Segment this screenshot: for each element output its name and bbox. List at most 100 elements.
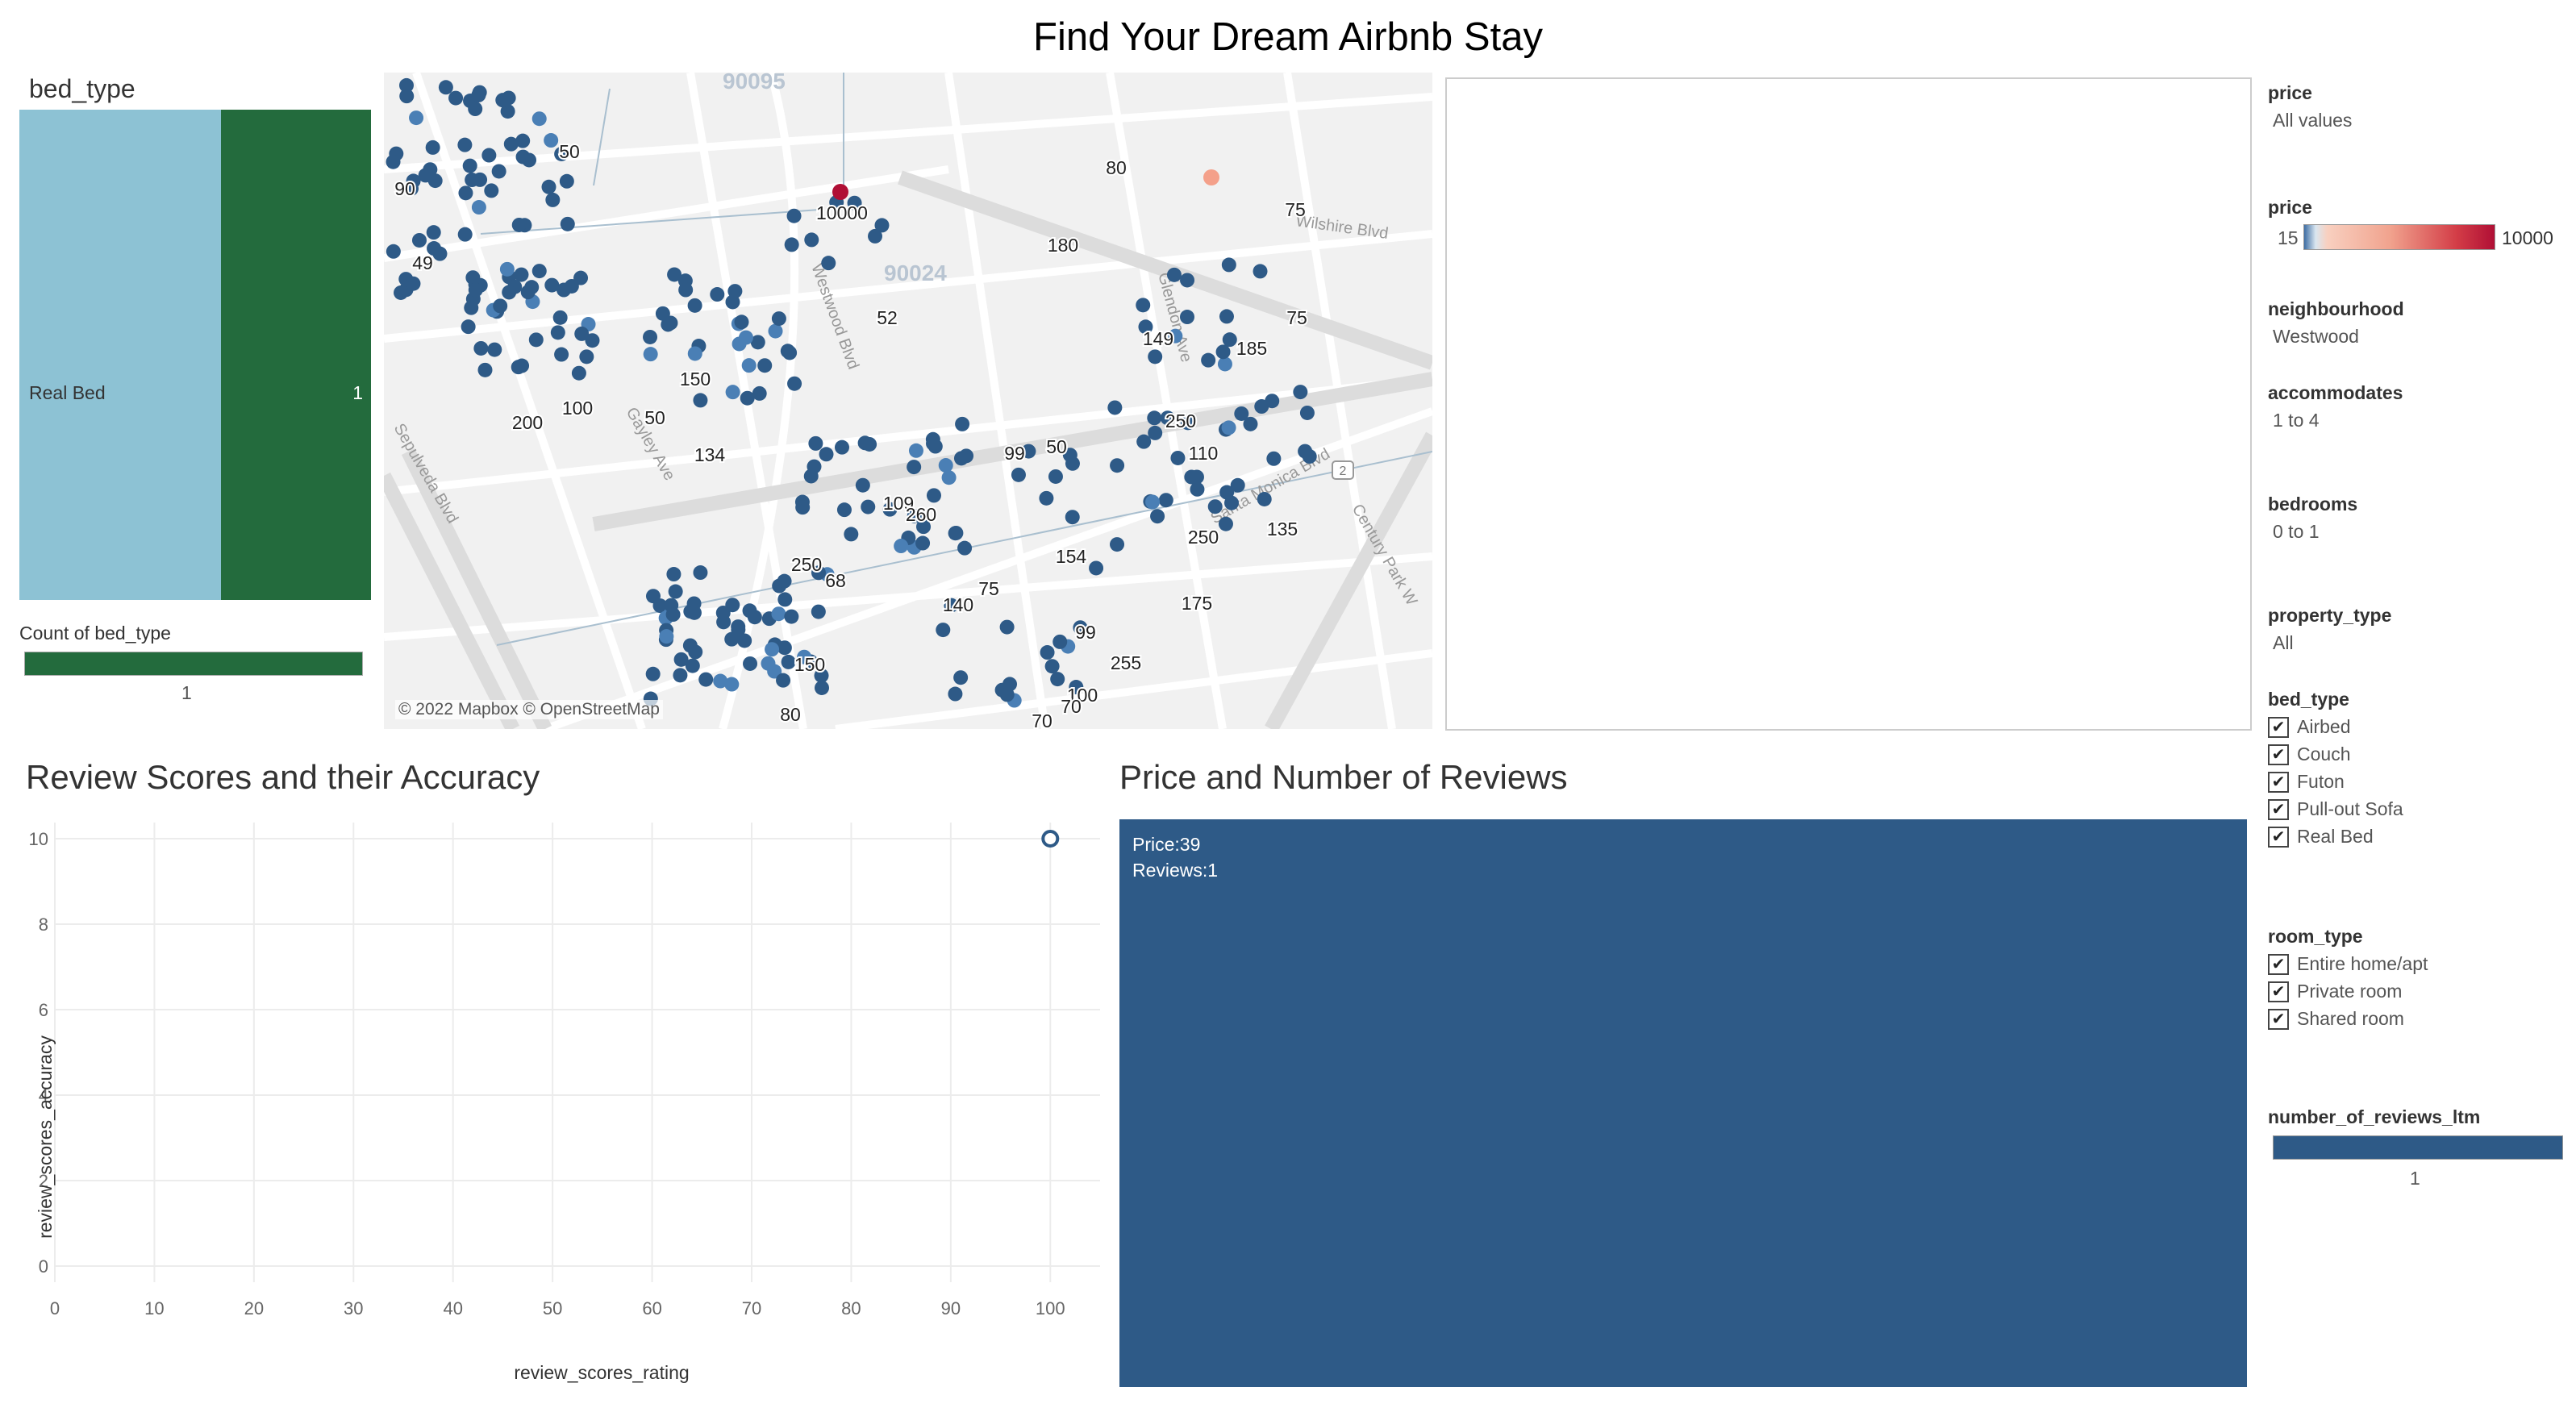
listing-marker[interactable]: [797, 649, 812, 664]
bed-type-option-real-bed[interactable]: ✔ Real Bed: [2268, 826, 2374, 848]
listing-marker[interactable]: [916, 519, 932, 535]
neighbourhood-filter-value[interactable]: Westwood: [2273, 326, 2359, 347]
listing-marker[interactable]: [499, 261, 515, 277]
review-chart-points[interactable]: [1041, 830, 1060, 848]
listing-marker[interactable]: [493, 298, 508, 314]
listing-marker[interactable]: [999, 687, 1015, 702]
listing-marker[interactable]: [1062, 448, 1078, 463]
listing-marker[interactable]: [1221, 420, 1236, 435]
listing-marker[interactable]: [541, 179, 556, 194]
listing-marker[interactable]: [471, 200, 486, 215]
checkbox-checked-icon[interactable]: ✔: [2268, 771, 2289, 793]
listing-marker[interactable]: [1138, 319, 1153, 335]
listing-marker[interactable]: [737, 633, 752, 648]
listing-marker[interactable]: [432, 246, 448, 261]
listing-marker[interactable]: [544, 277, 560, 293]
listing-marker[interactable]: [468, 282, 483, 298]
listing-marker[interactable]: [1222, 332, 1237, 348]
listing-marker[interactable]: [500, 104, 515, 119]
listing-marker[interactable]: [716, 614, 732, 630]
listing-marker[interactable]: [1150, 509, 1165, 524]
listing-marker[interactable]: [481, 148, 497, 163]
listing-marker[interactable]: [1207, 499, 1223, 514]
listing-marker[interactable]: [464, 300, 479, 315]
listing-marker[interactable]: [741, 358, 757, 373]
listing-marker[interactable]: [571, 365, 586, 381]
bed-type-bar-left[interactable]: Real Bed: [19, 110, 221, 600]
listing-marker[interactable]: [1136, 434, 1152, 449]
listing-marker[interactable]: [491, 164, 506, 179]
listing-marker[interactable]: [503, 136, 519, 152]
bed-type-option-pull-out-sofa[interactable]: ✔ Pull-out Sofa: [2268, 798, 2403, 820]
listing-marker[interactable]: [579, 349, 594, 364]
room-type-option-entire-home[interactable]: ✔ Entire home/apt: [2268, 953, 2428, 975]
listing-marker[interactable]: [936, 623, 951, 638]
listing-marker[interactable]: [573, 270, 589, 285]
listing-marker[interactable]: [457, 227, 473, 242]
listing-marker[interactable]: [811, 604, 826, 619]
listing-marker[interactable]: [495, 93, 511, 108]
listing-marker[interactable]: [1073, 620, 1088, 635]
listing-marker[interactable]: [713, 673, 728, 689]
checkbox-checked-icon[interactable]: ✔: [2268, 798, 2289, 820]
price-reviews-block[interactable]: Price:39 Reviews:1: [1119, 819, 2247, 1387]
listing-marker[interactable]: [544, 133, 559, 148]
listing-marker[interactable]: [461, 319, 476, 335]
listing-marker[interactable]: [807, 459, 822, 474]
listing-marker[interactable]: [1219, 485, 1235, 500]
listing-marker[interactable]: [1180, 415, 1195, 431]
listing-marker[interactable]: [731, 622, 746, 637]
listing-marker[interactable]: [959, 448, 974, 464]
listing-marker[interactable]: [821, 256, 836, 271]
map-panel[interactable]: 90095 90024 Wilshire Blvd Sepulveda Blvd Ga…: [384, 73, 1432, 729]
listing-marker[interactable]: [554, 146, 569, 161]
listing-marker[interactable]: [777, 592, 793, 607]
listing-marker[interactable]: [882, 502, 898, 517]
listing-marker[interactable]: [1011, 467, 1026, 482]
listing-marker[interactable]: [874, 218, 890, 233]
listing-marker[interactable]: [511, 360, 526, 375]
bed-type-option-futon[interactable]: ✔ Futon: [2268, 771, 2345, 793]
listing-marker[interactable]: [908, 443, 923, 458]
listing-marker[interactable]: [1217, 356, 1232, 372]
bed-type-option-airbed[interactable]: ✔ Airbed: [2268, 716, 2350, 738]
listing-marker[interactable]: [1253, 264, 1268, 279]
listing-marker[interactable]: [448, 90, 464, 106]
listing-marker[interactable]: [1110, 537, 1125, 552]
listing-marker[interactable]: [465, 173, 480, 188]
listing-marker[interactable]: [643, 347, 658, 362]
listing-marker[interactable]: [686, 605, 702, 620]
listing-marker[interactable]: [1234, 406, 1249, 421]
listing-marker[interactable]: [1168, 328, 1183, 344]
listing-marker[interactable]: [819, 447, 834, 462]
listing-marker[interactable]: [804, 232, 819, 248]
listing-marker[interactable]: [1170, 450, 1186, 465]
scatter-point[interactable]: [1041, 830, 1060, 848]
listing-marker[interactable]: [484, 183, 499, 198]
listing-marker[interactable]: [907, 508, 922, 523]
listing-marker[interactable]: [1069, 680, 1084, 695]
listing-marker[interactable]: [673, 668, 688, 683]
listing-marker[interactable]: [1044, 659, 1060, 674]
listing-marker[interactable]: [585, 333, 600, 348]
listing-marker[interactable]: [868, 228, 883, 244]
listing-marker[interactable]: [1190, 481, 1205, 497]
bedrooms-filter-value[interactable]: 0 to 1: [2273, 521, 2320, 542]
listing-marker[interactable]: [1039, 490, 1054, 506]
listing-marker[interactable]: [386, 154, 401, 169]
listing-marker[interactable]: [1107, 400, 1123, 415]
listing-marker[interactable]: [528, 332, 544, 348]
listing-marker[interactable]: [1148, 349, 1163, 364]
listing-marker[interactable]: [502, 285, 517, 300]
listing-marker[interactable]: [514, 267, 529, 282]
listing-marker[interactable]: [725, 294, 740, 310]
listing-marker[interactable]: [403, 181, 419, 196]
listing-marker[interactable]: [458, 185, 473, 201]
listing-marker[interactable]: [643, 329, 658, 344]
checkbox-checked-icon[interactable]: ✔: [2268, 981, 2289, 1002]
listing-marker[interactable]: [907, 460, 922, 475]
listing-marker[interactable]: [1147, 410, 1162, 426]
listing-marker[interactable]: [784, 237, 799, 252]
listing-marker[interactable]: [1052, 634, 1068, 649]
listing-marker[interactable]: [673, 652, 689, 667]
